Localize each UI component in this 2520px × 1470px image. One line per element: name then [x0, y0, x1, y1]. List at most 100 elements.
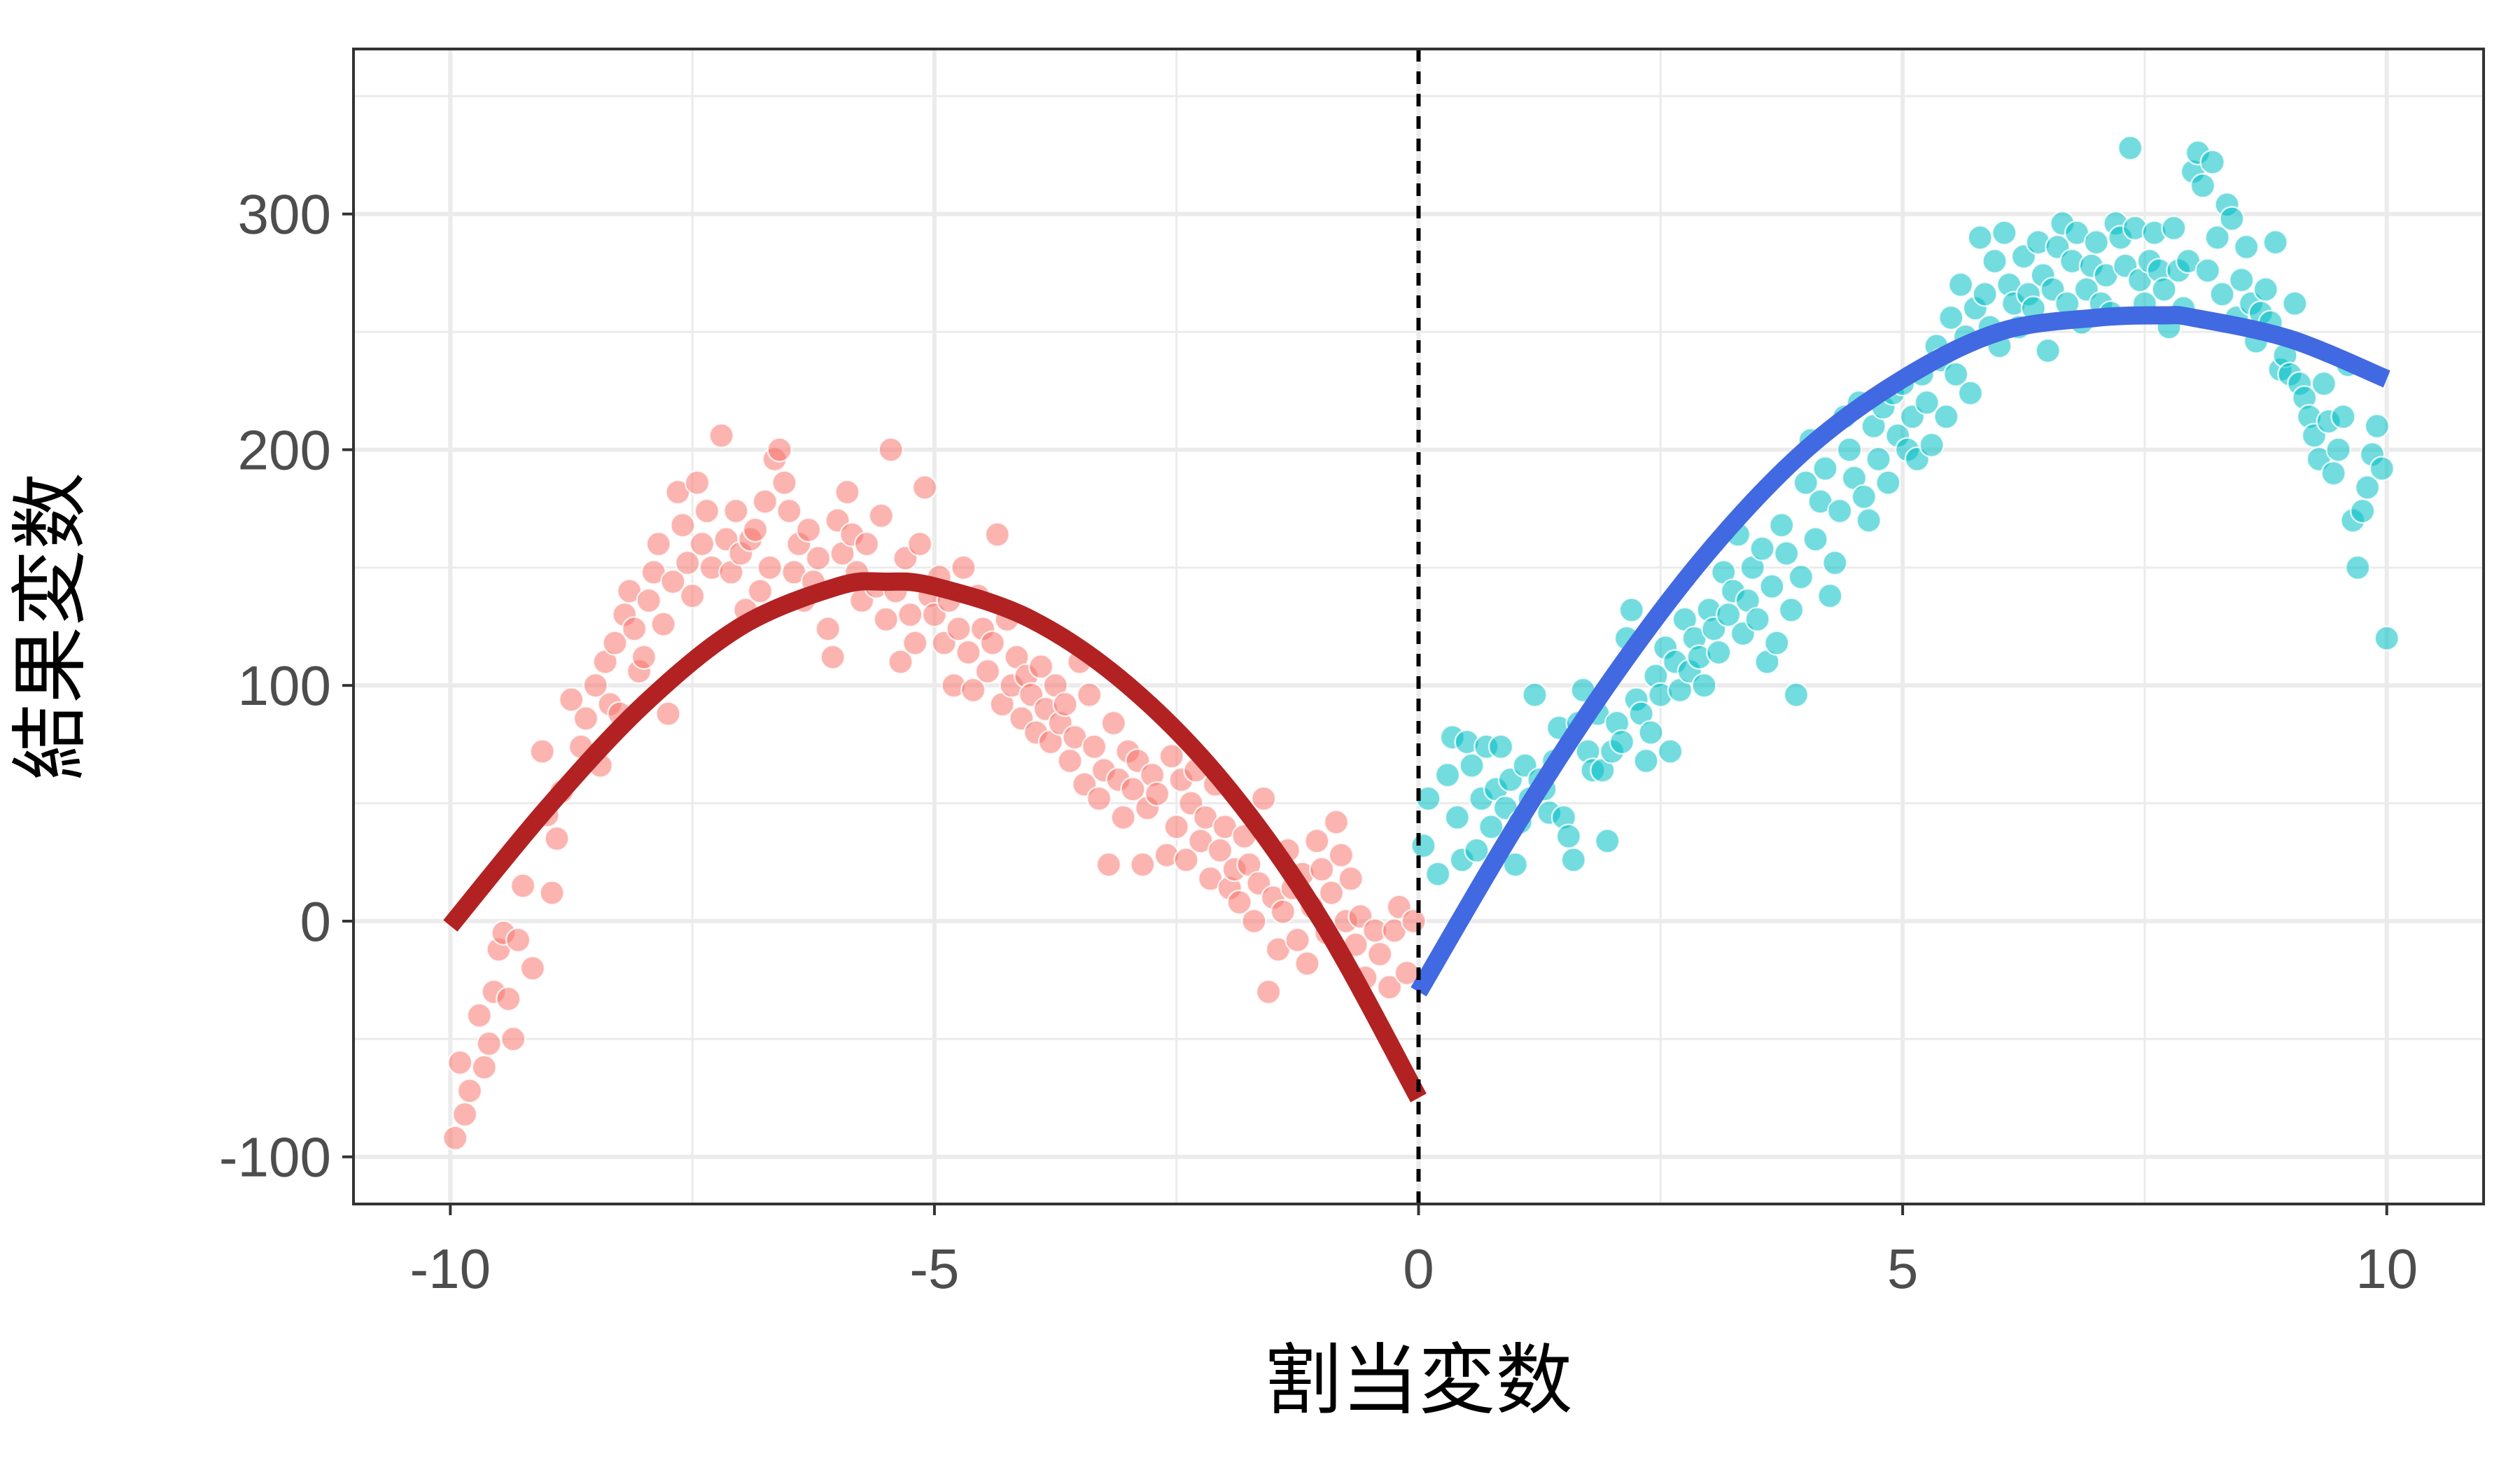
right-data-point	[1459, 752, 1485, 778]
left-data-point	[1376, 974, 1403, 1000]
left-data-point	[1057, 748, 1083, 774]
left-data-point	[911, 475, 938, 500]
left-data-point	[897, 601, 923, 628]
left-data-point	[689, 531, 715, 557]
left-data-point	[752, 489, 778, 514]
right-data-point	[2190, 173, 2216, 199]
right-data-point	[2233, 234, 2260, 260]
left-data-point	[1304, 828, 1330, 854]
left-data-point	[573, 706, 599, 732]
left-data-point	[1163, 813, 1189, 840]
right-data-point	[1706, 639, 1732, 666]
left-data-point	[723, 498, 749, 524]
right-fit-curve	[1410, 306, 2390, 997]
left-data-point	[873, 606, 899, 633]
left-data-point	[1241, 908, 1267, 934]
left-data-point	[1284, 927, 1310, 953]
right-data-point	[1633, 748, 1659, 774]
right-data-point	[1522, 682, 1548, 708]
right-data-point	[2369, 456, 2395, 482]
right-data-point	[2083, 229, 2109, 255]
left-data-point	[888, 649, 913, 675]
left-data-point	[1226, 889, 1252, 916]
right-data-point	[1783, 682, 1809, 708]
right-data-point	[2035, 337, 2061, 364]
y-tick-label: 300	[238, 183, 331, 246]
y-tick-label: 200	[238, 419, 331, 481]
left-data-point	[708, 422, 734, 449]
right-data-point	[1793, 470, 1819, 496]
y-axis-title: 結果変数	[6, 472, 95, 780]
right-data-point	[1434, 762, 1461, 788]
right-data-point	[2209, 281, 2235, 307]
right-data-point	[1778, 597, 1805, 623]
left-data-point	[878, 437, 904, 463]
right-data-point	[1875, 470, 1901, 496]
left-data-point	[1318, 880, 1345, 906]
right-data-point	[1691, 672, 1717, 699]
left-data-point	[529, 738, 555, 764]
left-data-point	[820, 644, 846, 671]
left-data-point	[1028, 653, 1054, 680]
left-data-point	[655, 701, 681, 727]
x-tick-label: 5	[1887, 1238, 1919, 1300]
left-data-point	[776, 498, 802, 524]
left-data-point	[645, 531, 671, 557]
fit-curves	[443, 306, 2390, 1102]
left-data-point	[771, 470, 797, 496]
left-data-point	[1366, 941, 1393, 967]
right-data-point	[2117, 135, 2143, 161]
left-data-point	[660, 568, 686, 595]
right-data-point	[2311, 370, 2337, 397]
right-data-point	[1938, 304, 1964, 331]
left-data-point	[539, 880, 565, 906]
right-data-point	[2161, 215, 2187, 241]
left-data-point	[766, 437, 792, 463]
left-data-point	[500, 1026, 526, 1052]
left-data-point	[1328, 842, 1354, 868]
right-data-point	[2349, 498, 2376, 524]
right-data-point	[1410, 832, 1436, 859]
right-data-point	[2204, 225, 2230, 251]
left-data-point	[1120, 776, 1146, 802]
right-data-point	[1967, 225, 1993, 251]
left-data-point	[510, 873, 536, 899]
left-data-point	[815, 616, 841, 642]
left-data-point	[582, 672, 609, 699]
right-data-point	[1560, 847, 1587, 873]
left-data-point	[466, 1002, 493, 1028]
right-data-point	[2151, 276, 2177, 302]
axis-ticks: -10 -5 0 5 10 -100 0 100 200 300	[219, 183, 2418, 1300]
right-data-point	[1749, 536, 1775, 562]
left-data-point	[602, 630, 628, 656]
left-data-point	[795, 517, 822, 543]
left-data-point	[853, 531, 880, 557]
right-data-point	[1594, 828, 1620, 854]
left-data-point	[1173, 847, 1199, 873]
left-data-point	[1130, 851, 1156, 878]
right-data-point	[1638, 720, 1664, 746]
y-tick-label: -100	[219, 1126, 331, 1189]
x-tick-label: 10	[2356, 1238, 2418, 1300]
y-tick-label: 0	[300, 890, 332, 953]
left-data-point	[1081, 734, 1107, 760]
right-data-point	[1764, 630, 1790, 656]
right-data-point	[2325, 437, 2351, 463]
left-data-point	[1294, 951, 1320, 976]
left-data-point	[674, 550, 701, 576]
left-data-point	[1076, 682, 1102, 708]
left-data-point	[955, 639, 981, 666]
right-data-point	[2320, 460, 2346, 486]
right-data-point	[1773, 540, 1800, 566]
right-data-point	[2199, 149, 2225, 175]
x-tick-label: -10	[410, 1238, 491, 1300]
left-data-point	[496, 986, 522, 1012]
right-data-point	[1444, 804, 1471, 831]
right-data-point	[1618, 597, 1645, 623]
left-data-point	[558, 687, 584, 713]
left-data-point	[505, 927, 531, 953]
left-data-point	[834, 479, 860, 505]
left-data-point	[1086, 785, 1112, 812]
left-data-point	[451, 1101, 478, 1128]
